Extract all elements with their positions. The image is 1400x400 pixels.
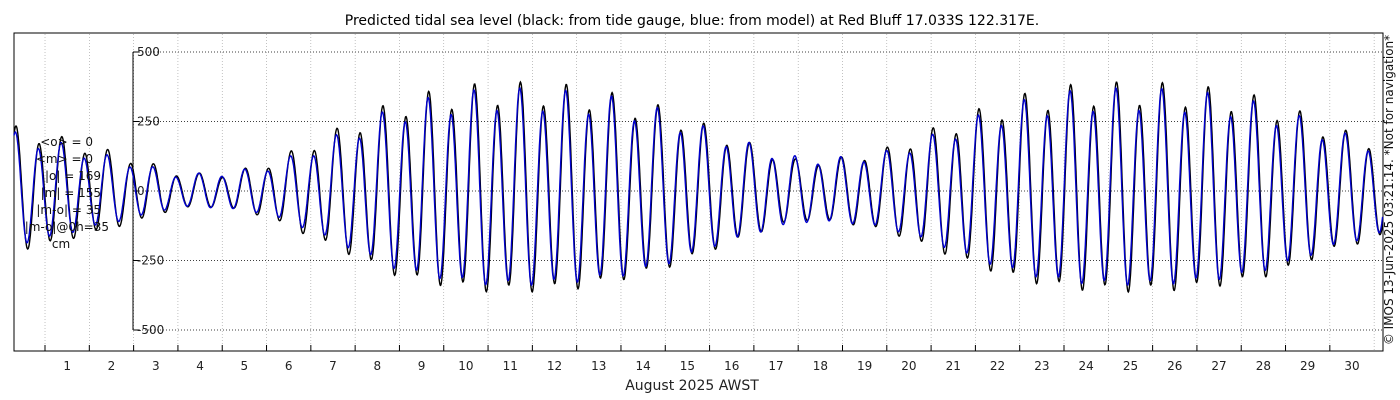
x-tick-label: 19 [857,359,872,373]
x-tick-label: 6 [285,359,293,373]
x-tick-label: 2 [108,359,116,373]
stat-mean-model: <m> = 0 [36,152,93,166]
x-tick-label: 25 [1123,359,1138,373]
x-tick-label: 28 [1256,359,1271,373]
x-tick-label: 10 [458,359,473,373]
x-tick-label: 12 [547,359,562,373]
x-tick-label: 7 [329,359,337,373]
x-axis: 1 2 3 4 5 6 7 8 9 10 11 12 13 14 15 16 17 18 19 20 21 22 23 24 2… [44,345,1360,373]
x-axis-label: August 2025 AWST [625,378,759,394]
x-tick-label: 21 [946,359,961,373]
y-tick-label: 500 [137,45,160,59]
y-tick-label: -500 [137,323,164,337]
stat-mean-obs: <o> = 0 [40,135,93,149]
chart-title: Predicted tidal sea level (black: from t… [345,13,1039,29]
x-tick-label: 26 [1167,359,1182,373]
series-line-model [13,86,1384,287]
x-tick-label: 18 [813,359,828,373]
x-tick-label: 23 [1034,359,1049,373]
x-tick-label: 3 [152,359,160,373]
x-tick-label: 11 [503,359,518,373]
x-tick-label: 20 [901,359,916,373]
x-tick-label: 9 [418,359,426,373]
x-tick-label: 22 [990,359,1005,373]
x-tick-label: 17 [768,359,783,373]
x-tick-label: 8 [373,359,381,373]
y-tick-label: 0 [137,184,145,198]
plot-area [13,32,1384,352]
x-tick-label: 27 [1211,359,1226,373]
copyright-note: © IMOS 13-Jun-2025 03:21:14. *Not for na… [1382,35,1396,345]
x-tick-label: 16 [724,359,739,373]
x-tick-label: 1 [63,359,71,373]
stat-abs-model: |m| = 155 [41,186,101,200]
x-tick-label: 13 [591,359,606,373]
series-layer [13,80,1384,294]
y-tick-label: -250 [137,254,164,268]
x-tick-label: 5 [241,359,249,373]
stat-abs-obs: |o| = 169 [45,169,101,183]
y-axis: 500 250 0 -250 -500 [133,45,164,337]
grid [44,34,1383,350]
series-line-gauge [13,80,1384,294]
x-tick-label: 4 [196,359,204,373]
stat-abs-diff-0h: |m-o|@0h=35 [25,220,109,234]
y-tick-label: 250 [137,115,160,129]
x-tick-label: 30 [1344,359,1359,373]
x-tick-label: 14 [635,359,650,373]
x-tick-label: 29 [1300,359,1315,373]
stat-unit: cm [52,237,70,251]
x-tick-label: 15 [680,359,695,373]
x-tick-label: 24 [1079,359,1094,373]
stat-abs-diff: |m-o| = 35 [36,203,101,217]
stats-box: <o> = 0 <m> = 0 |o| = 169 |m| = 155 |m-o… [25,135,109,251]
